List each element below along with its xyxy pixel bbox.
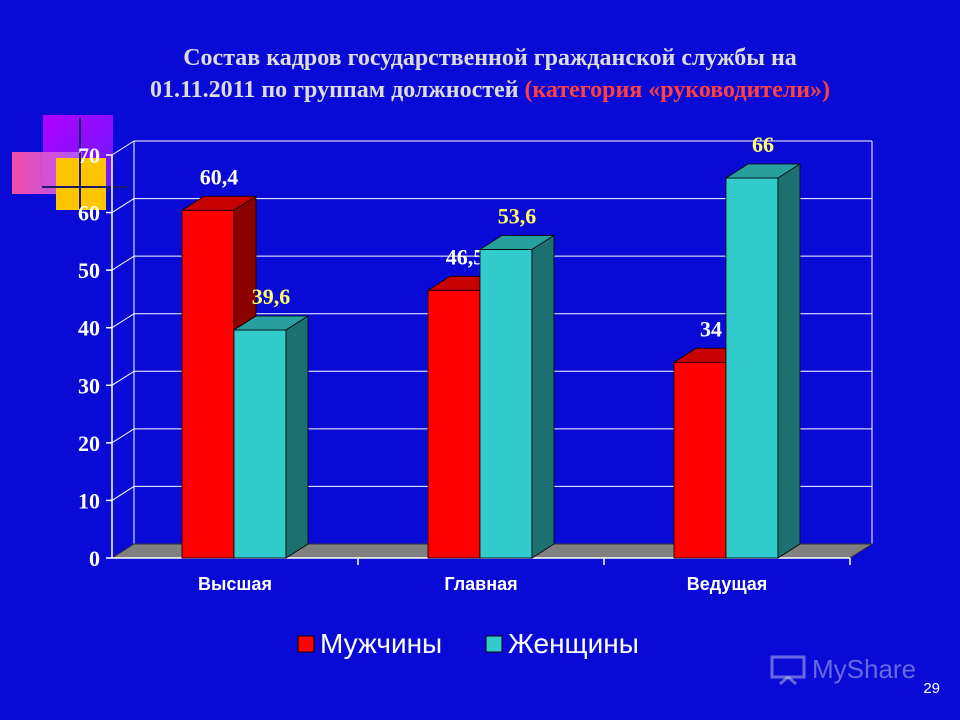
x-tick-label: Главная xyxy=(444,574,517,594)
bar-side xyxy=(777,163,801,559)
y-tick-label: 50 xyxy=(78,258,100,283)
legend-label: Мужчины xyxy=(320,628,442,659)
y-tick-label: 30 xyxy=(78,373,100,398)
data-label: 34 xyxy=(700,316,722,341)
bar xyxy=(725,177,779,559)
bar-side xyxy=(531,234,555,559)
data-label: 60,4 xyxy=(200,164,239,189)
y-tick-label: 60 xyxy=(78,201,100,226)
chart-title: Состав кадров государственной гражданско… xyxy=(40,42,940,106)
y-tick-label: 10 xyxy=(78,488,100,513)
data-label: 53,6 xyxy=(498,203,537,228)
bar xyxy=(427,289,481,559)
bar xyxy=(233,329,287,559)
gridline-depth xyxy=(111,140,135,156)
watermark-text: MyShare xyxy=(812,654,917,684)
gridline-depth xyxy=(111,428,135,444)
title-line-2: 01.11.2011 по группам должностей xyxy=(149,77,519,103)
data-label: 46,5 xyxy=(446,244,485,269)
bar-side xyxy=(285,315,309,559)
y-tick-label: 70 xyxy=(78,143,100,168)
gridline-depth xyxy=(111,255,135,271)
x-tick-label: Высшая xyxy=(198,574,272,594)
legend-swatch xyxy=(297,635,315,653)
data-label: 66 xyxy=(752,132,774,157)
decor-square-yellow xyxy=(56,158,106,210)
legend-label: Женщины xyxy=(508,628,639,659)
y-tick-label: 40 xyxy=(78,316,100,341)
decor-line-vertical xyxy=(79,118,81,212)
title-line-1: Состав кадров государственной гражданско… xyxy=(183,45,797,71)
bar xyxy=(479,249,533,559)
gridline-depth xyxy=(111,370,135,386)
legend-swatch xyxy=(485,635,503,653)
watermark: MyShare xyxy=(770,654,916,685)
decor-line-horizontal xyxy=(42,186,128,188)
gridline-depth xyxy=(111,486,135,501)
slide-number: 29 xyxy=(923,680,940,697)
bar xyxy=(181,209,235,559)
y-tick-label: 0 xyxy=(89,546,100,571)
presentation-icon xyxy=(770,655,806,685)
bar xyxy=(673,361,727,559)
gridline-depth xyxy=(111,198,135,213)
x-tick-label: Ведущая xyxy=(687,574,768,594)
y-tick-label: 20 xyxy=(78,431,100,456)
gridline-depth xyxy=(111,313,135,329)
data-label: 39,6 xyxy=(252,284,291,309)
title-accent: (категория «руководители») xyxy=(524,77,831,103)
